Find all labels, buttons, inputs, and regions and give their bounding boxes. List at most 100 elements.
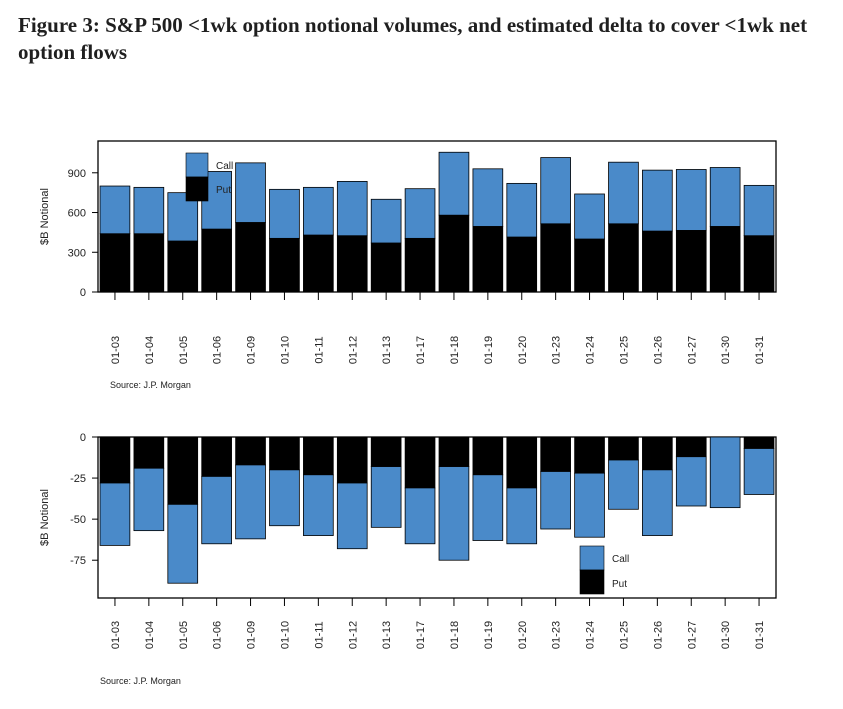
legend-swatch-call (579, 545, 605, 571)
bar-put-01-11 (303, 234, 334, 293)
x-tick-label: 01-12 (347, 336, 359, 364)
bar-call-01-26 (642, 169, 673, 232)
bar-call-01-12 (336, 482, 368, 550)
x-tick-label: 01-04 (144, 336, 156, 364)
x-tick-label: 01-20 (517, 336, 529, 364)
y-tick-label: 600 (68, 208, 86, 220)
legend-label-call: Call (612, 554, 629, 565)
bar-put-01-20 (506, 436, 538, 489)
x-tick-label: 01-23 (551, 336, 563, 364)
legend-swatch-put (579, 569, 605, 595)
bar-call-01-11 (303, 186, 334, 236)
plot-frame (97, 436, 777, 599)
bar-put-01-10 (269, 237, 300, 293)
bar-put-01-17 (404, 237, 436, 293)
bar-put-01-09 (235, 436, 266, 466)
bar-call-01-18 (438, 151, 470, 216)
bar-call-01-24 (574, 472, 605, 538)
bar-call-01-13 (370, 466, 402, 528)
source-note: Source: J.P. Morgan (110, 380, 191, 390)
x-tick-label: 01-06 (212, 621, 224, 649)
plot-frame (97, 140, 777, 293)
x-tick-label: 01-10 (279, 336, 291, 364)
bar-call-01-17 (404, 487, 436, 545)
bar-put-01-04 (133, 436, 165, 469)
x-tick-label: 01-24 (585, 336, 597, 364)
bar-call-01-18 (438, 466, 470, 561)
bar-put-01-06 (201, 436, 232, 477)
x-tick-label: 01-17 (415, 621, 427, 649)
bar-put-01-24 (574, 238, 605, 293)
bar-call-01-05 (167, 503, 199, 584)
bar-call-01-12 (336, 180, 368, 237)
x-tick-label: 01-24 (585, 621, 597, 649)
x-tick-label: 01-18 (449, 336, 461, 364)
x-tick-label: 01-13 (381, 336, 393, 364)
x-tick-label: 01-18 (449, 621, 461, 649)
bar-put-01-12 (336, 436, 368, 484)
x-tick-label: 01-05 (178, 336, 190, 364)
y-tick-label: 0 (80, 432, 86, 444)
bar-call-01-20 (506, 182, 538, 238)
y-tick-label: -50 (70, 514, 86, 526)
x-tick-label: 01-31 (754, 621, 766, 649)
x-tick-label: 01-04 (144, 621, 156, 649)
bar-put-01-13 (370, 436, 402, 467)
x-tick-label: 01-10 (279, 621, 291, 649)
x-tick-label: 01-30 (720, 621, 732, 649)
legend-label-put: Put (612, 579, 627, 590)
x-tick-label: 01-03 (110, 336, 122, 364)
bar-put-01-11 (303, 436, 334, 476)
bar-put-01-13 (370, 242, 402, 293)
bar-call-01-20 (506, 487, 538, 545)
bar-put-01-19 (472, 436, 504, 476)
x-tick-label: 01-27 (686, 621, 698, 649)
bar-put-01-19 (472, 226, 504, 293)
legend-swatch-put (185, 176, 209, 202)
bar-call-01-27 (675, 169, 707, 231)
bar-call-01-24 (574, 193, 605, 240)
bar-put-01-27 (675, 230, 707, 293)
bar-put-01-17 (404, 436, 436, 489)
bar-call-01-27 (675, 456, 707, 507)
bar-put-01-20 (506, 236, 538, 293)
bar-put-01-31 (743, 436, 775, 449)
legend-label-call: Call (216, 161, 233, 172)
x-tick-label: 01-23 (551, 621, 563, 649)
bar-call-01-31 (743, 184, 775, 237)
chart-2: 01-03 01-04 01-05 01-06 01-09 01-10 01-11 01-12… (39, 432, 777, 686)
bar-put-01-25 (608, 436, 639, 461)
bar-call-01-04 (133, 186, 165, 235)
bar-call-01-06 (201, 476, 232, 545)
y-tick-label: -75 (70, 555, 86, 567)
x-tick-label: 01-30 (720, 336, 732, 364)
x-tick-label: 01-25 (618, 621, 630, 649)
bar-call-01-23 (540, 157, 571, 225)
y-tick-label: 300 (68, 247, 86, 259)
bar-put-01-18 (438, 214, 470, 293)
bar-call-01-30 (709, 436, 741, 509)
bar-call-01-09 (235, 162, 266, 223)
bar-put-01-31 (743, 235, 775, 293)
x-tick-label: 01-09 (246, 621, 258, 649)
x-tick-label: 01-25 (618, 336, 630, 364)
y-axis-label: $B Notional (39, 489, 51, 546)
x-tick-label: 01-11 (313, 621, 325, 648)
x-tick-label: 01-06 (212, 336, 224, 364)
bar-call-01-11 (303, 474, 334, 536)
bar-put-01-05 (167, 240, 199, 293)
x-tick-label: 01-12 (347, 621, 359, 649)
legend-swatch-call (185, 152, 209, 178)
bar-put-01-03 (99, 233, 131, 293)
bar-call-01-10 (269, 188, 300, 239)
bar-call-01-25 (608, 459, 639, 510)
figure-title: Figure 3: S&P 500 <1wk option notional v… (18, 13, 808, 64)
y-tick-label: -25 (70, 473, 86, 485)
bar-put-01-12 (336, 235, 368, 293)
source-note: Source: J.P. Morgan (100, 676, 181, 686)
bar-call-01-03 (99, 185, 131, 235)
bar-call-01-31 (743, 448, 775, 495)
x-tick-label: 01-09 (246, 336, 258, 364)
y-tick-label: 0 (80, 287, 86, 299)
x-tick-label: 01-13 (381, 621, 393, 649)
